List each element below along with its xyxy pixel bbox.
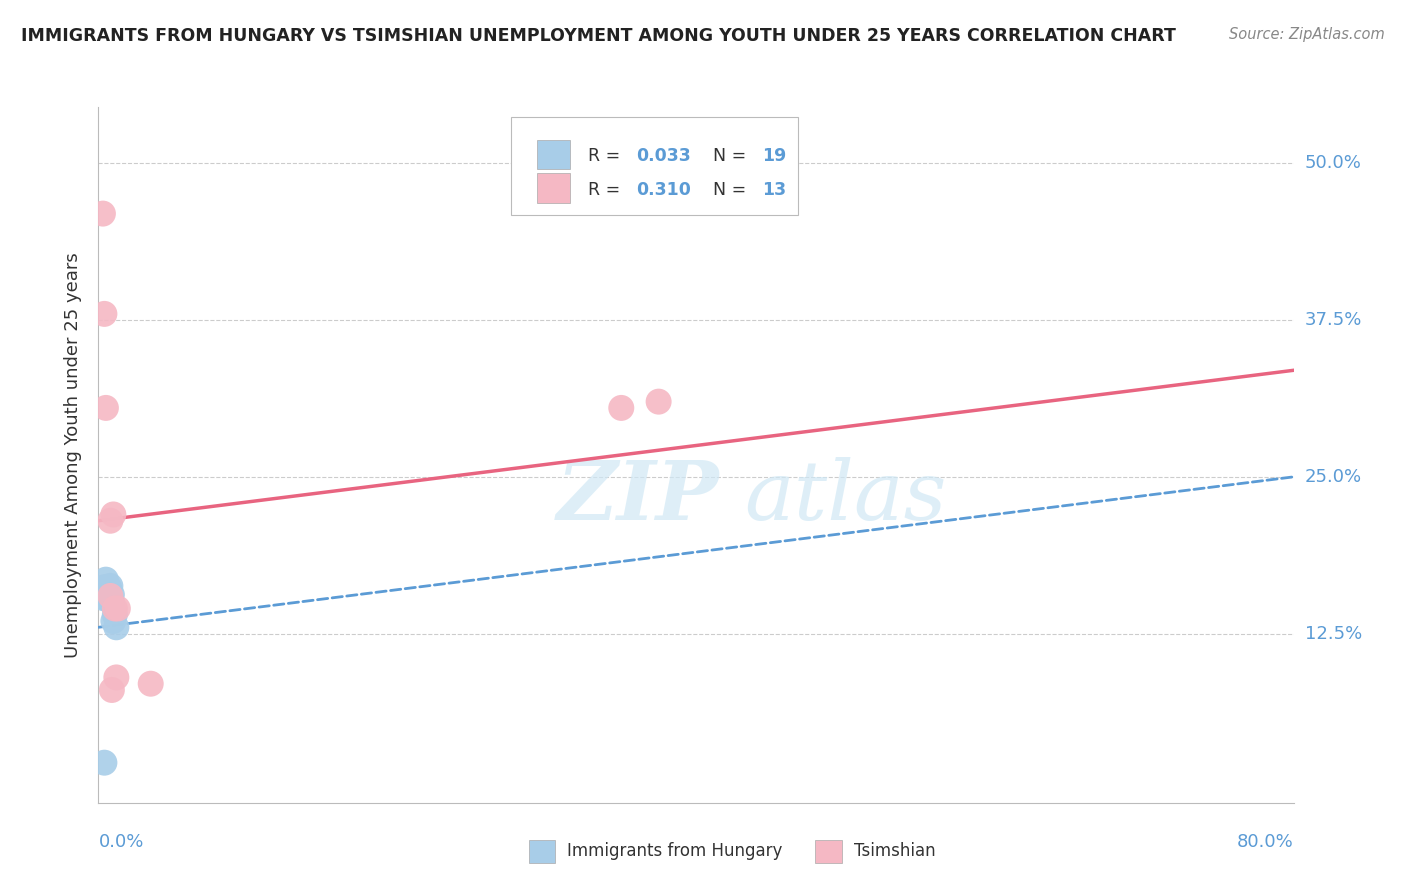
Point [101, 683, 124, 698]
Point [98, 579, 122, 593]
Text: ZIP: ZIP [557, 457, 720, 537]
Point [94, 573, 117, 587]
Point [98, 591, 122, 605]
Point [97, 580, 120, 594]
Point [105, 620, 128, 634]
Text: 80.0%: 80.0% [1237, 833, 1294, 851]
Point [93, 580, 115, 594]
FancyBboxPatch shape [529, 839, 555, 863]
Point [101, 588, 124, 602]
Point [610, 401, 633, 415]
Text: 0.033: 0.033 [636, 147, 690, 165]
Text: Source: ZipAtlas.com: Source: ZipAtlas.com [1229, 27, 1385, 42]
Point [91, 206, 114, 220]
Point [93, 591, 115, 606]
Point [93, 307, 115, 321]
Point [101, 595, 124, 609]
Point [94, 582, 117, 596]
Text: 50.0%: 50.0% [1305, 154, 1361, 172]
Point [103, 508, 125, 522]
Point [93, 756, 115, 770]
Point [91, 582, 114, 597]
Text: 25.0%: 25.0% [1305, 468, 1362, 486]
Text: 13: 13 [762, 180, 786, 199]
Text: 12.5%: 12.5% [1305, 624, 1362, 642]
Point [107, 601, 129, 615]
Point [104, 601, 127, 615]
Y-axis label: Unemployment Among Youth under 25 years: Unemployment Among Youth under 25 years [65, 252, 83, 657]
Text: atlas: atlas [744, 457, 946, 537]
Point [105, 670, 128, 684]
Text: N =: N = [702, 180, 752, 199]
Text: R =: R = [589, 147, 626, 165]
Text: Immigrants from Hungary: Immigrants from Hungary [567, 842, 782, 860]
Point [103, 614, 125, 628]
Point [98, 589, 122, 603]
Text: N =: N = [702, 147, 752, 165]
Text: 37.5%: 37.5% [1305, 311, 1362, 329]
Text: IMMIGRANTS FROM HUNGARY VS TSIMSHIAN UNEMPLOYMENT AMONG YOUTH UNDER 25 YEARS COR: IMMIGRANTS FROM HUNGARY VS TSIMSHIAN UNE… [21, 27, 1175, 45]
Point [98, 514, 122, 528]
Text: Tsimshian: Tsimshian [853, 842, 935, 860]
Point [96, 582, 118, 597]
Point [139, 676, 162, 690]
Point [104, 607, 127, 622]
Point [94, 401, 117, 415]
Text: 0.310: 0.310 [636, 180, 692, 199]
FancyBboxPatch shape [815, 839, 842, 863]
FancyBboxPatch shape [510, 118, 797, 215]
FancyBboxPatch shape [537, 173, 571, 202]
Point [647, 394, 669, 409]
FancyBboxPatch shape [537, 140, 571, 169]
Text: 19: 19 [762, 147, 786, 165]
Point [96, 591, 118, 606]
Point [91, 589, 114, 603]
Text: R =: R = [589, 180, 626, 199]
Point [97, 588, 120, 602]
Text: 0.0%: 0.0% [98, 833, 143, 851]
Point [94, 588, 117, 602]
